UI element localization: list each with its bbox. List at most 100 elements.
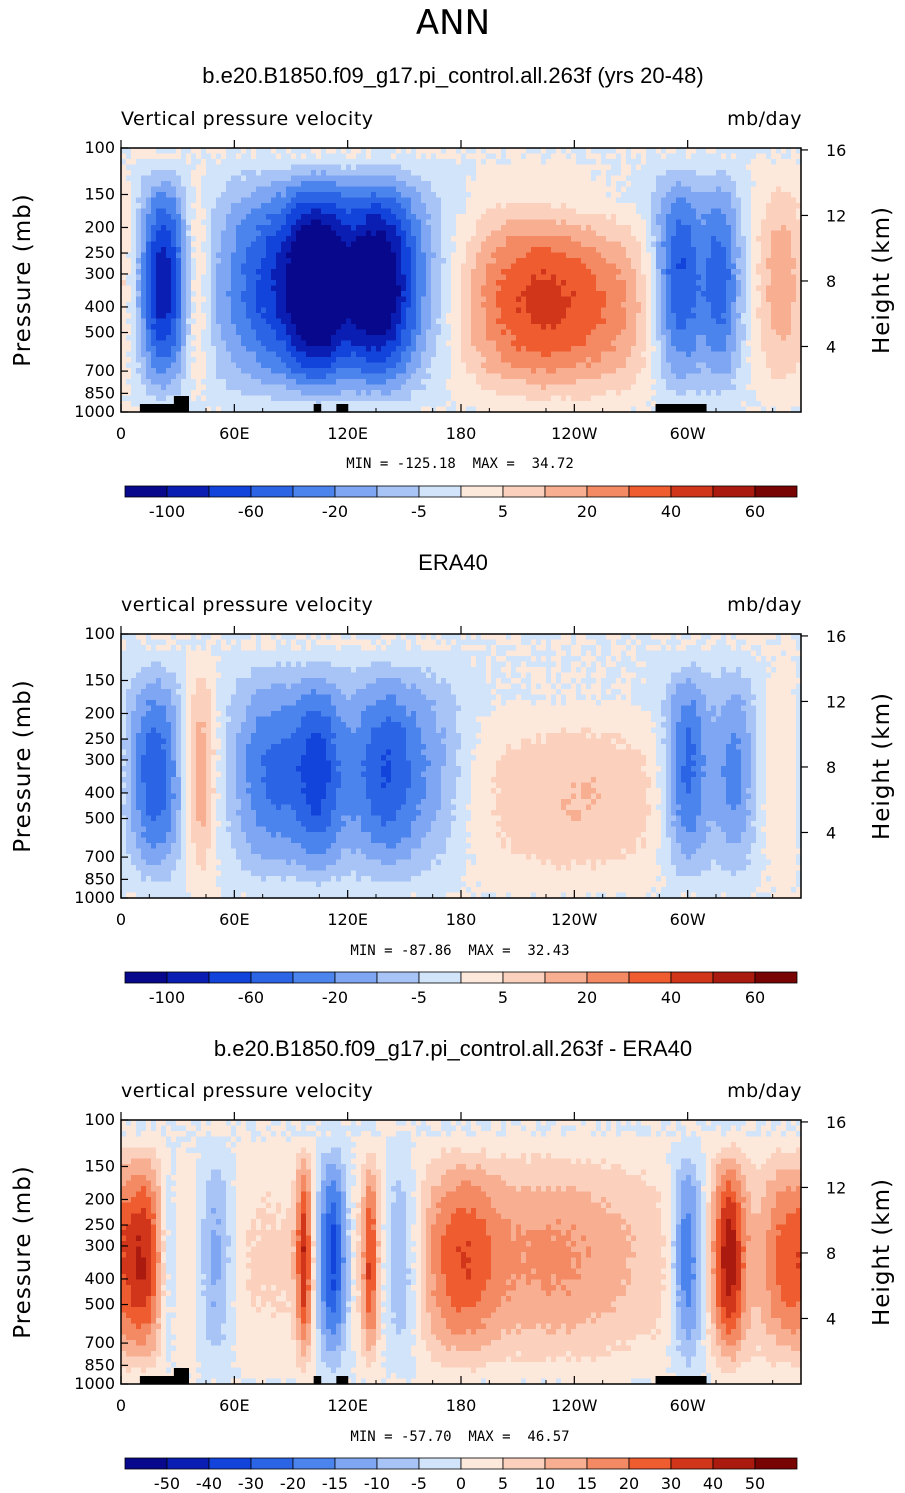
field-cell (261, 230, 267, 237)
field-cell (451, 313, 457, 320)
field-cell (756, 230, 762, 237)
field-cell (621, 291, 627, 298)
field-cell (646, 159, 652, 166)
field-cell (561, 203, 567, 210)
field-cell (436, 197, 442, 204)
field-cell (371, 329, 377, 336)
field-cell (696, 313, 702, 320)
field-cell (651, 247, 657, 254)
field-cell (571, 247, 577, 254)
field-cell (591, 164, 597, 171)
field-cell (786, 274, 792, 281)
field-cell (696, 159, 702, 166)
field-cell (351, 153, 357, 160)
field-cell (366, 148, 372, 155)
field-cell (476, 252, 482, 259)
field-cell (216, 186, 222, 193)
field-cell (701, 324, 707, 331)
field-cell (646, 208, 652, 215)
field-cell (546, 219, 552, 226)
field-cell (256, 280, 262, 287)
field-cell (241, 285, 247, 292)
field-cell (691, 280, 697, 287)
field-cell (321, 269, 327, 276)
field-cell (291, 302, 297, 309)
field-cell (326, 313, 332, 320)
field-cell (336, 164, 342, 171)
field-cell (211, 340, 217, 347)
field-cell (746, 302, 752, 309)
field-cell (581, 285, 587, 292)
field-cell (566, 225, 572, 232)
field-cell (556, 175, 562, 182)
field-cell (721, 175, 727, 182)
field-cell (526, 170, 532, 177)
field-cell (386, 263, 392, 270)
field-cell (296, 318, 302, 325)
field-cell (741, 208, 747, 215)
field-cell (631, 159, 637, 166)
field-cell (401, 313, 407, 320)
field-cell (736, 225, 742, 232)
field-cell (716, 164, 722, 171)
field-cell (586, 296, 592, 303)
field-cell (301, 313, 307, 320)
field-cell (306, 219, 312, 226)
field-cell (791, 247, 797, 254)
field-cell (691, 285, 697, 292)
field-cell (411, 335, 417, 342)
field-cell (341, 181, 347, 188)
field-cell (576, 208, 582, 215)
field-cell (756, 280, 762, 287)
field-cell (151, 285, 157, 292)
field-cell (671, 329, 677, 336)
field-cell (316, 181, 322, 188)
field-cell (166, 192, 172, 199)
field-cell (296, 148, 302, 155)
field-cell (566, 208, 572, 215)
field-cell (381, 203, 387, 210)
field-cell (636, 241, 642, 248)
field-cell (391, 285, 397, 292)
field-cell (246, 269, 252, 276)
field-cell (561, 302, 567, 309)
field-cell (151, 318, 157, 325)
field-cell (166, 335, 172, 342)
field-cell (691, 181, 697, 188)
field-cell (721, 280, 727, 287)
field-cell (706, 208, 712, 215)
field-cell (611, 280, 617, 287)
field-cell (226, 307, 232, 314)
field-cell (151, 274, 157, 281)
field-cell (466, 329, 472, 336)
field-cell (556, 148, 562, 155)
field-cell (246, 324, 252, 331)
field-cell (406, 302, 412, 309)
field-cell (706, 148, 712, 155)
field-cell (266, 335, 272, 342)
field-cell (481, 329, 487, 336)
field-cell (211, 346, 217, 353)
field-cell (406, 225, 412, 232)
field-cell (746, 269, 752, 276)
field-cell (651, 192, 657, 199)
field-cell (516, 340, 522, 347)
field-cell (456, 170, 462, 177)
field-cell (276, 219, 282, 226)
field-cell (766, 340, 772, 347)
field-cell (446, 181, 452, 188)
field-cell (746, 197, 752, 204)
field-cell (321, 208, 327, 215)
field-cell (371, 153, 377, 160)
field-cell (176, 280, 182, 287)
field-cell (541, 340, 547, 347)
field-cell (526, 269, 532, 276)
field-cell (486, 346, 492, 353)
field-cell (146, 148, 152, 155)
field-cell (556, 285, 562, 292)
field-cell (396, 302, 402, 309)
field-cell (311, 230, 317, 237)
field-cell (351, 335, 357, 342)
field-cell (541, 241, 547, 248)
field-cell (526, 214, 532, 221)
